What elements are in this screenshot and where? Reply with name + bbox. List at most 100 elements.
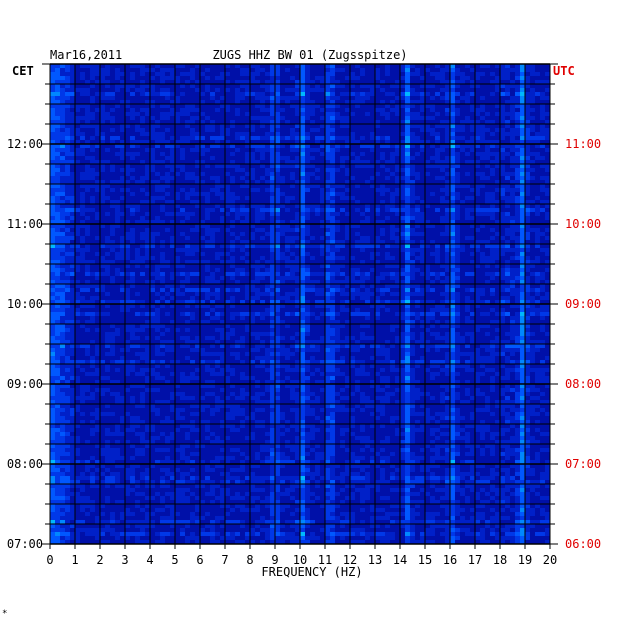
spectrogram-cell (65, 236, 70, 240)
spectrogram-cell (490, 208, 495, 212)
spectrogram-cell (440, 344, 445, 348)
spectrogram-cell (130, 144, 135, 148)
spectrogram-cell (50, 316, 55, 320)
spectrogram-cell (535, 396, 540, 400)
spectrogram-cell (495, 164, 500, 168)
spectrogram-cell (385, 68, 390, 72)
spectrogram-cell (145, 244, 150, 248)
spectrogram-cell (215, 404, 220, 408)
spectrogram-cell (515, 328, 520, 332)
spectrogram-cell (220, 440, 225, 444)
spectrogram-cell (450, 232, 455, 236)
spectrogram-cell (105, 244, 110, 248)
spectrogram-cell (285, 324, 290, 328)
spectrogram-cell (415, 136, 420, 140)
spectrogram-cell (425, 408, 430, 412)
spectrogram-cell (255, 148, 260, 152)
spectrogram-cell (525, 388, 530, 392)
spectrogram-cell (80, 208, 85, 212)
spectrogram-cell (115, 220, 120, 224)
spectrogram-cell (115, 224, 120, 228)
spectrogram-cell (470, 92, 475, 96)
spectrogram-cell (70, 352, 75, 356)
spectrogram-cell (210, 292, 215, 296)
spectrogram-cell (50, 176, 55, 180)
spectrogram-cell (400, 404, 405, 408)
spectrogram-cell (150, 316, 155, 320)
spectrogram-cell (170, 220, 175, 224)
spectrogram-cell (440, 164, 445, 168)
spectrogram-cell (325, 252, 330, 256)
spectrogram-cell (455, 316, 460, 320)
spectrogram-cell (330, 312, 335, 316)
spectrogram-cell (60, 344, 65, 348)
spectrogram-cell (450, 240, 455, 244)
spectrogram-cell (300, 384, 305, 388)
spectrogram-cell (505, 344, 510, 348)
spectrogram-cell (290, 292, 295, 296)
spectrogram-cell (175, 288, 180, 292)
spectrogram-cell (420, 124, 425, 128)
spectrogram-cell (325, 356, 330, 360)
spectrogram-cell (270, 96, 275, 100)
spectrogram-cell (50, 416, 55, 420)
spectrogram-cell (205, 304, 210, 308)
spectrogram-cell (350, 132, 355, 136)
spectrogram-cell (305, 68, 310, 72)
spectrogram-cell (300, 100, 305, 104)
spectrogram-cell (335, 136, 340, 140)
spectrogram-cell (525, 348, 530, 352)
spectrogram-cell (250, 116, 255, 120)
spectrogram-cell (170, 408, 175, 412)
spectrogram-cell (195, 160, 200, 164)
spectrogram-cell (215, 440, 220, 444)
spectrogram-cell (270, 88, 275, 92)
spectrogram-cell (405, 280, 410, 284)
spectrogram-cell (395, 212, 400, 216)
spectrogram-cell (190, 128, 195, 132)
spectrogram-cell (70, 132, 75, 136)
spectrogram-cell (320, 372, 325, 376)
spectrogram-cell (525, 132, 530, 136)
spectrogram-cell (90, 96, 95, 100)
spectrogram-cell (335, 84, 340, 88)
spectrogram-cell (155, 408, 160, 412)
spectrogram-cell (225, 272, 230, 276)
spectrogram-cell (70, 212, 75, 216)
spectrogram-cell (160, 432, 165, 436)
spectrogram-cell (70, 80, 75, 84)
spectrogram-cell (60, 156, 65, 160)
spectrogram-cell (235, 312, 240, 316)
spectrogram-cell (385, 244, 390, 248)
spectrogram-cell (255, 208, 260, 212)
spectrogram-cell (55, 296, 60, 300)
spectrogram-cell (270, 332, 275, 336)
spectrogram-cell (255, 276, 260, 280)
spectrogram-cell (50, 440, 55, 444)
spectrogram-cell (295, 408, 300, 412)
spectrogram-cell (150, 424, 155, 428)
spectrogram-cell (265, 444, 270, 448)
spectrogram-cell (205, 260, 210, 264)
spectrogram-cell (145, 192, 150, 196)
spectrogram-cell (150, 372, 155, 376)
spectrogram-cell (390, 368, 395, 372)
spectrogram-cell (320, 136, 325, 140)
spectrogram-cell (330, 168, 335, 172)
spectrogram-cell (395, 324, 400, 328)
spectrogram-cell (385, 440, 390, 444)
spectrogram-cell (300, 136, 305, 140)
spectrogram-cell (55, 372, 60, 376)
spectrogram-cell (385, 380, 390, 384)
spectrogram-cell (65, 376, 70, 380)
spectrogram-cell (220, 328, 225, 332)
spectrogram-cell (210, 308, 215, 312)
spectrogram-cell (400, 272, 405, 276)
spectrogram-cell (485, 444, 490, 448)
spectrogram-cell (295, 360, 300, 364)
spectrogram-cell (275, 204, 280, 208)
spectrogram-cell (300, 280, 305, 284)
spectrogram-cell (230, 392, 235, 396)
spectrogram-cell (80, 324, 85, 328)
spectrogram-cell (210, 280, 215, 284)
